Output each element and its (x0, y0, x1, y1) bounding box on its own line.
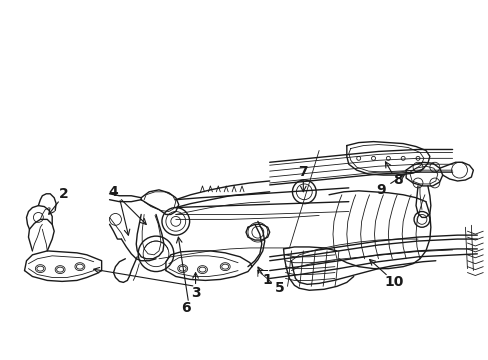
Text: 2: 2 (59, 187, 69, 201)
Text: 9: 9 (376, 183, 386, 197)
Text: 8: 8 (392, 173, 402, 187)
Text: 5: 5 (274, 281, 284, 295)
Text: 10: 10 (384, 275, 403, 289)
Text: 7: 7 (298, 165, 307, 179)
Text: 3: 3 (190, 286, 200, 300)
Text: 4: 4 (108, 185, 118, 199)
Text: 6: 6 (181, 301, 190, 315)
Text: 1: 1 (263, 274, 272, 287)
